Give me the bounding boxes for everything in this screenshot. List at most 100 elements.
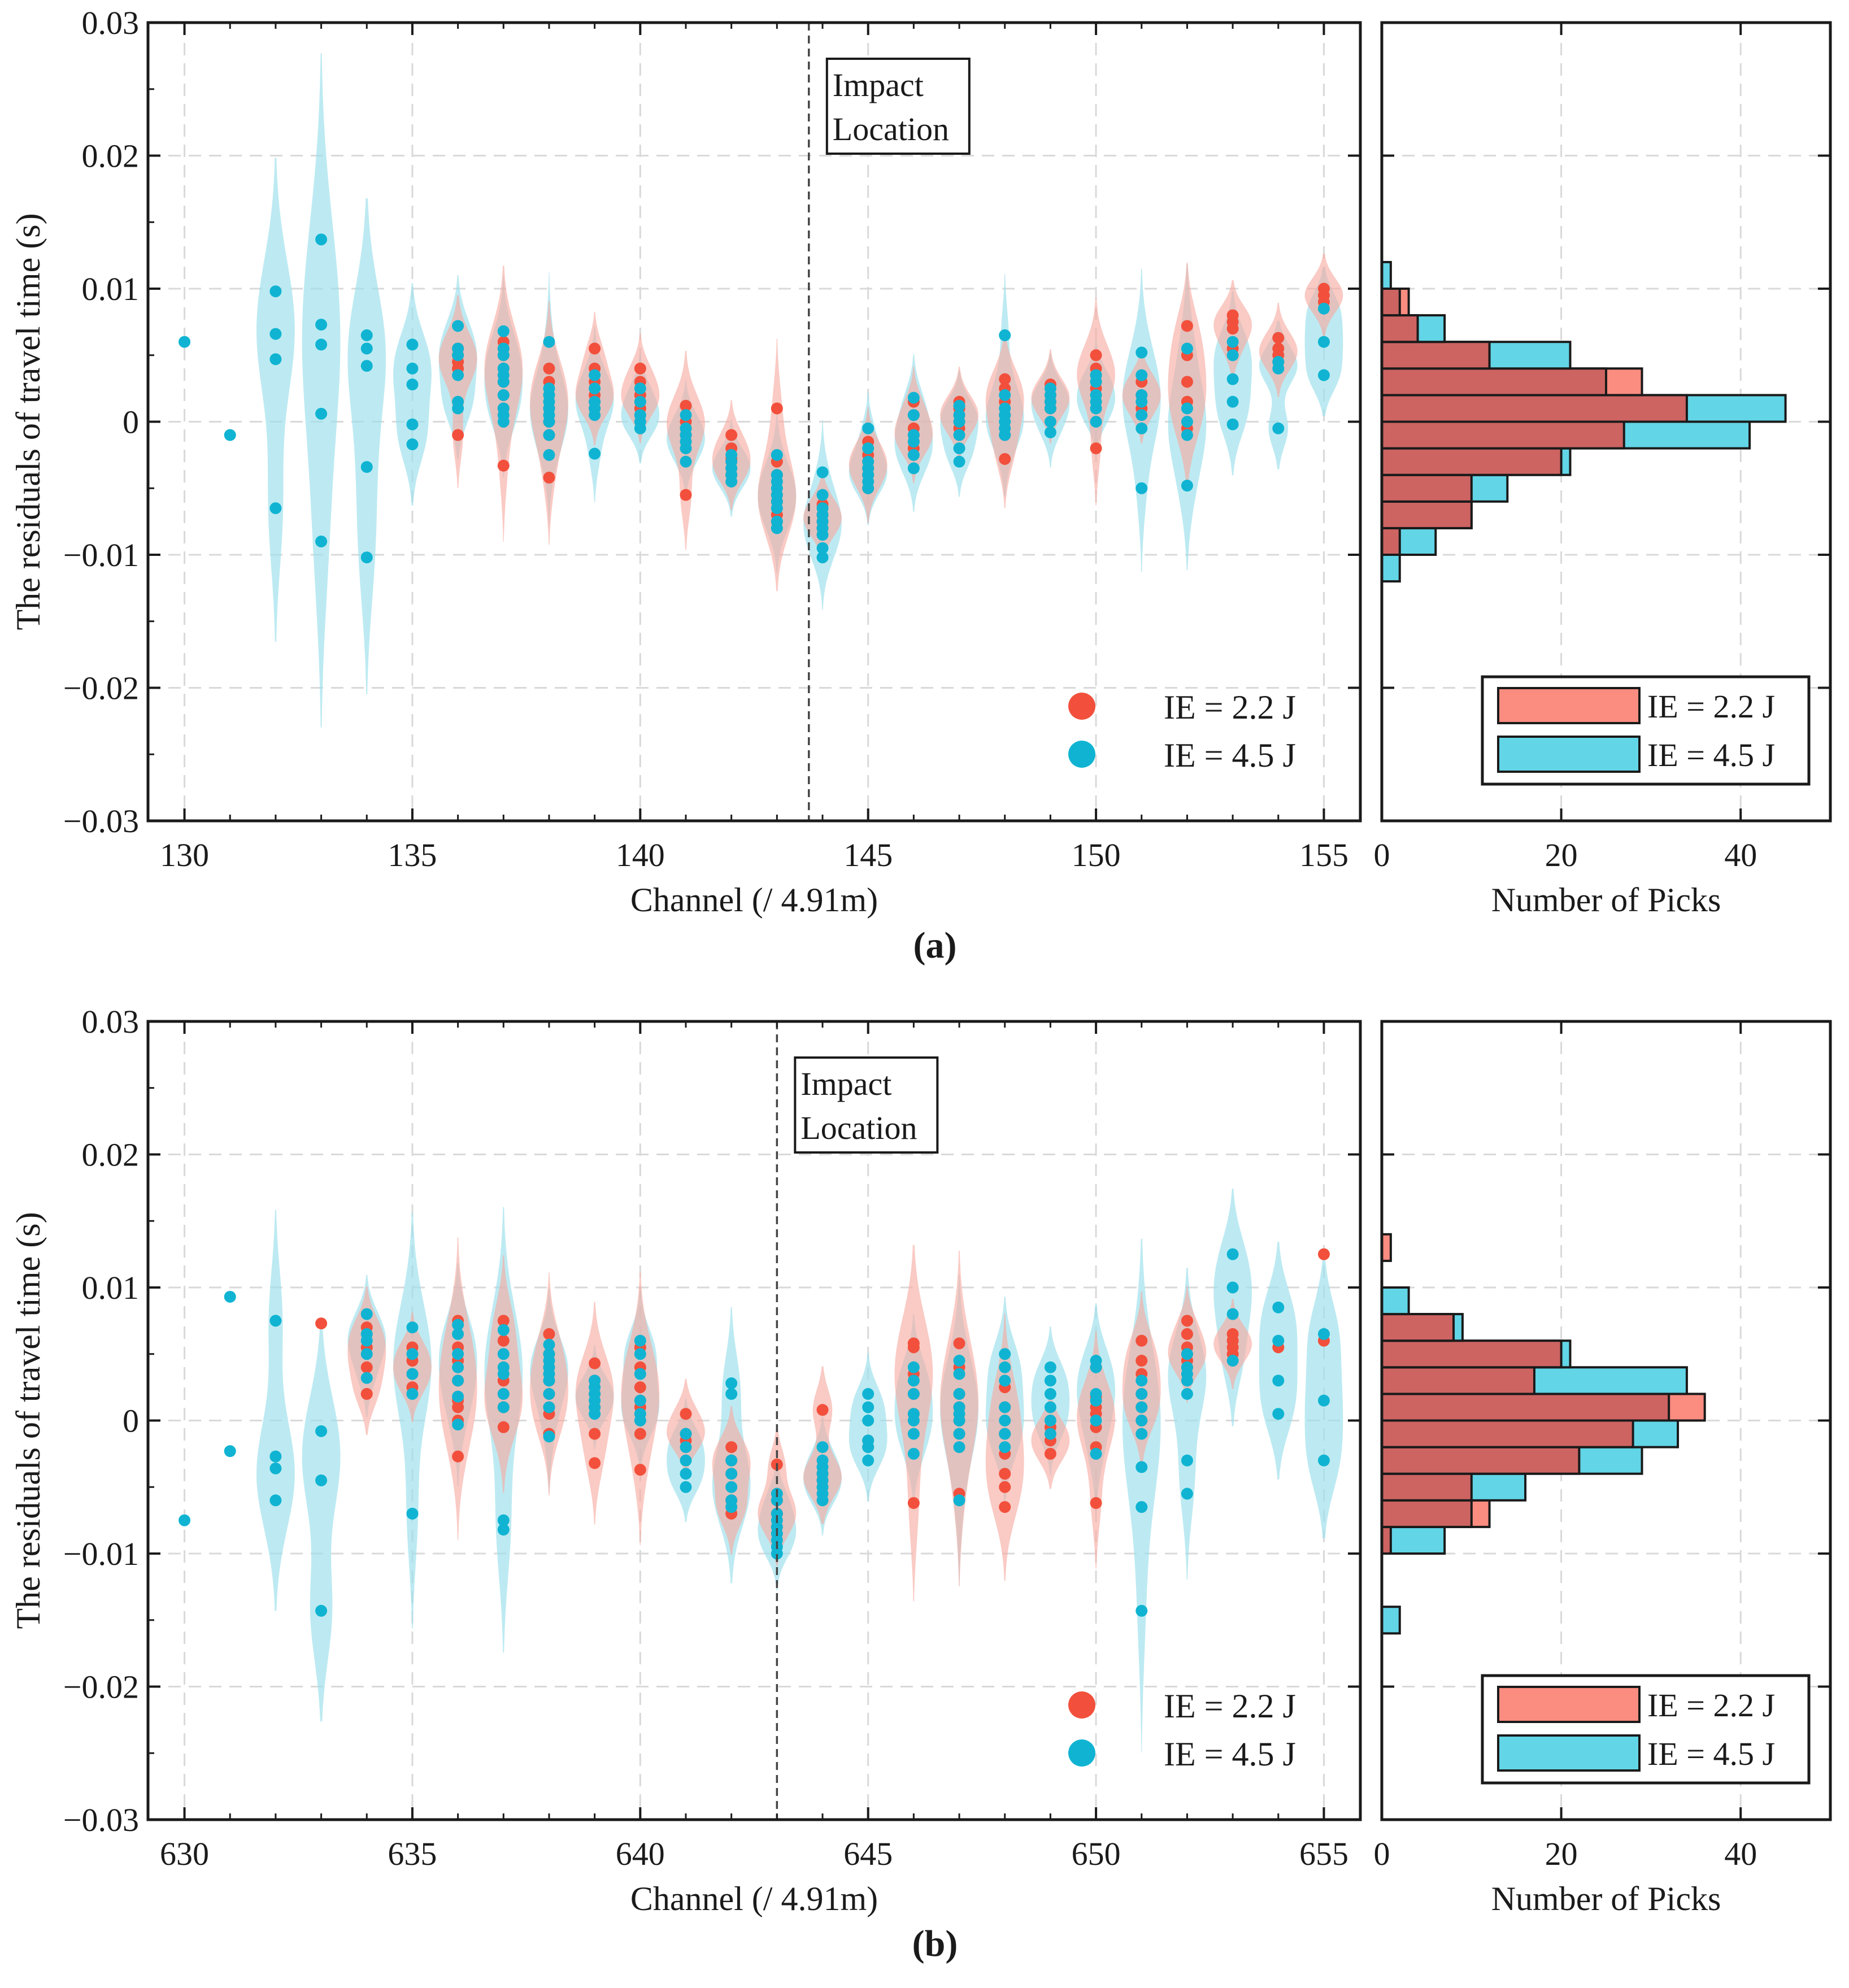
legend-ie45-label: IE = 4.5 J — [1164, 1735, 1296, 1773]
data-point-ie45 — [497, 1324, 510, 1336]
data-point-ie45 — [406, 379, 419, 391]
hist-bar-overlap — [1381, 527, 1401, 556]
hist-x-tick-label: 40 — [1724, 1835, 1757, 1872]
data-point-ie45 — [1135, 1604, 1148, 1617]
data-point-ie45 — [269, 1450, 282, 1463]
data-point-ie22 — [497, 1334, 510, 1347]
data-point-ie22 — [452, 1401, 464, 1413]
legend-ie45-marker — [1068, 1739, 1095, 1767]
data-point-ie45 — [1181, 1348, 1193, 1360]
data-point-ie45 — [999, 389, 1011, 401]
data-point-ie45 — [224, 1290, 236, 1303]
data-point-ie45 — [1272, 1334, 1285, 1347]
data-point-ie22 — [543, 471, 555, 484]
violin-ie45-ch134 — [347, 198, 386, 694]
hist-bar-overlap — [1381, 314, 1419, 343]
y-tick-label: 0.01 — [82, 1269, 140, 1306]
data-point-ie45 — [452, 1328, 464, 1340]
data-point-ie45 — [497, 1401, 510, 1413]
hist-bar-overlap — [1381, 288, 1401, 317]
data-point-ie45 — [452, 369, 464, 381]
data-point-ie45 — [1090, 1447, 1102, 1460]
data-point-ie45 — [360, 1308, 373, 1320]
x-axis-label: Channel (/ 4.91m) — [630, 881, 878, 919]
data-point-ie45 — [953, 399, 965, 412]
data-point-ie45 — [452, 1348, 464, 1360]
y-tick-label: 0.02 — [82, 1137, 140, 1173]
data-point-ie45 — [589, 382, 601, 395]
data-point-ie45 — [907, 1415, 920, 1426]
main-ticks: 630 635 640 645 650 655 0.03 0.02 0.01 0 −0.01 −0.0… — [63, 1003, 1360, 1872]
data-point-ie45 — [179, 336, 191, 348]
data-point-ie45 — [543, 1338, 555, 1351]
data-point-ie22 — [1135, 1334, 1148, 1347]
data-point-ie22 — [1181, 376, 1193, 388]
data-point-ie45 — [1090, 1415, 1102, 1426]
data-point-ie45 — [1044, 416, 1056, 428]
hist-legend: IE = 2.2 J IE = 4.5 J — [1481, 675, 1811, 786]
data-point-ie45 — [907, 1428, 920, 1440]
data-point-ie45 — [953, 442, 965, 455]
data-point-ie22 — [452, 1450, 464, 1463]
data-point-ie45 — [406, 1368, 419, 1380]
data-point-ie45 — [1181, 480, 1193, 492]
data-point-ie22 — [1090, 442, 1102, 455]
data-point-ie45 — [1135, 346, 1148, 359]
data-point-ie45 — [1090, 376, 1102, 388]
data-point-ie45 — [771, 522, 783, 534]
hist-x-axis-label: Number of Picks — [1491, 881, 1721, 919]
data-point-ie45 — [953, 1494, 965, 1507]
data-point-ie22 — [1226, 323, 1239, 335]
hist-bar-ie45 — [1381, 1525, 1446, 1555]
data-point-ie45 — [269, 1462, 282, 1474]
x-tick-label: 130 — [160, 837, 209, 873]
y-tick-label: −0.01 — [63, 537, 139, 573]
hist-bar-overlap — [1381, 1472, 1473, 1502]
data-point-ie45 — [360, 461, 373, 473]
data-point-ie22 — [1181, 320, 1193, 332]
hist-bar-overlap — [1381, 1499, 1473, 1528]
data-point-ie45 — [406, 438, 419, 451]
data-point-ie45 — [1226, 1248, 1239, 1260]
data-point-ie45 — [497, 349, 510, 362]
data-point-ie45 — [680, 1468, 692, 1480]
data-point-ie45 — [862, 1415, 875, 1426]
violin-ie45-ch632 — [256, 1210, 295, 1611]
data-point-ie45 — [862, 1387, 875, 1400]
data-point-ie45 — [179, 1514, 191, 1526]
data-point-ie45 — [771, 449, 783, 461]
violin-ie22-ch636 — [438, 1237, 477, 1541]
data-point-ie22 — [999, 453, 1011, 465]
violins — [256, 1189, 1343, 1753]
data-point-ie45 — [1135, 1461, 1148, 1473]
data-point-ie45 — [907, 436, 920, 448]
hist-legend: IE = 2.2 J IE = 4.5 J — [1481, 1674, 1811, 1785]
data-point-ie45 — [452, 1374, 464, 1387]
data-point-ie45 — [406, 362, 419, 375]
data-point-ie45 — [771, 1547, 783, 1560]
main-legend: IE = 2.2 J IE = 4.5 J — [1068, 1687, 1296, 1773]
hist-legend-ie45-swatch — [1497, 736, 1641, 773]
y-tick-label: 0 — [123, 1403, 139, 1439]
x-tick-label: 640 — [616, 1835, 665, 1872]
data-point-ie22 — [1317, 1248, 1330, 1260]
data-point-ie22 — [1272, 332, 1285, 344]
data-point-ie45 — [1226, 1355, 1239, 1367]
legend-ie22-label: IE = 2.2 J — [1164, 1687, 1296, 1725]
data-point-ie22 — [953, 1337, 965, 1350]
data-point-ie45 — [953, 1387, 965, 1400]
y-tick-label: −0.01 — [63, 1535, 139, 1572]
data-point-ie45 — [543, 1430, 555, 1443]
main-grid — [148, 21, 1360, 822]
data-point-ie45 — [725, 1481, 738, 1493]
data-point-ie45 — [862, 1454, 875, 1467]
violin-ie45-ch133 — [302, 53, 341, 728]
data-point-ie45 — [1181, 1454, 1193, 1467]
data-point-ie45 — [543, 429, 555, 441]
data-point-ie45 — [862, 482, 875, 494]
data-point-ie45 — [1135, 395, 1148, 408]
data-point-ie45 — [862, 442, 875, 455]
data-point-ie22 — [1090, 1497, 1102, 1510]
data-point-ie45 — [1135, 1501, 1148, 1513]
